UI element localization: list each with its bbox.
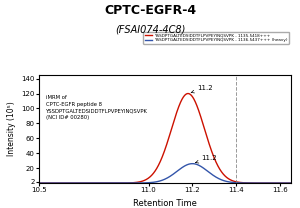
Text: (FSAI074-4C8): (FSAI074-4C8)	[115, 25, 185, 35]
Text: 11.2: 11.2	[196, 155, 217, 163]
Legend: YSSDPTGALTEDSIDDTFLPVPEYINQSVPK - 1135.5418+++, YSSDPTGALTEDSIDDTFLPVPEYINQSVPK : YSSDPTGALTEDSIDDTFLPVPEYINQSVPK - 1135.5…	[143, 32, 289, 44]
Text: iMRM of
CPTC-EGFR peptide 8
YSSDPTGALTEDSIDDTFLPVPEYINQSVPK
(NCI ID# 00280): iMRM of CPTC-EGFR peptide 8 YSSDPTGALTED…	[46, 95, 147, 120]
Text: 11.2: 11.2	[191, 85, 212, 93]
Text: CPTC-EGFR-4: CPTC-EGFR-4	[104, 4, 196, 17]
Y-axis label: Intensity (10⁵): Intensity (10⁵)	[7, 102, 16, 156]
X-axis label: Retention Time: Retention Time	[133, 199, 197, 208]
